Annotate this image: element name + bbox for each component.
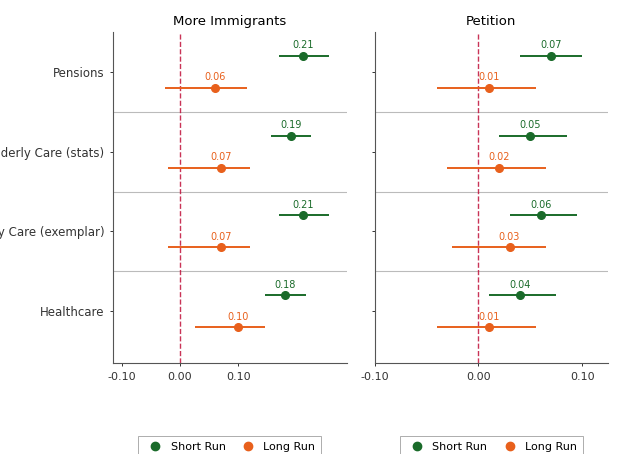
Title: More Immigrants: More Immigrants xyxy=(173,15,287,28)
Text: 0.07: 0.07 xyxy=(210,232,231,242)
Legend: Short Run, Long Run: Short Run, Long Run xyxy=(139,436,321,454)
Text: 0.07: 0.07 xyxy=(210,152,231,162)
Text: 0.01: 0.01 xyxy=(478,72,500,82)
Text: 0.06: 0.06 xyxy=(530,200,551,210)
Text: 0.21: 0.21 xyxy=(292,40,314,50)
Text: 0.19: 0.19 xyxy=(280,120,302,130)
Text: 0.02: 0.02 xyxy=(488,152,510,162)
Text: 0.03: 0.03 xyxy=(499,232,520,242)
Text: 0.06: 0.06 xyxy=(204,72,226,82)
Text: 0.04: 0.04 xyxy=(509,280,530,290)
Title: Petition: Petition xyxy=(466,15,517,28)
Text: 0.21: 0.21 xyxy=(292,200,314,210)
Text: 0.05: 0.05 xyxy=(520,120,541,130)
Text: 0.10: 0.10 xyxy=(228,312,249,322)
Text: 0.07: 0.07 xyxy=(540,40,562,50)
Text: 0.01: 0.01 xyxy=(478,312,500,322)
Text: 0.18: 0.18 xyxy=(275,280,296,290)
Legend: Short Run, Long Run: Short Run, Long Run xyxy=(400,436,582,454)
